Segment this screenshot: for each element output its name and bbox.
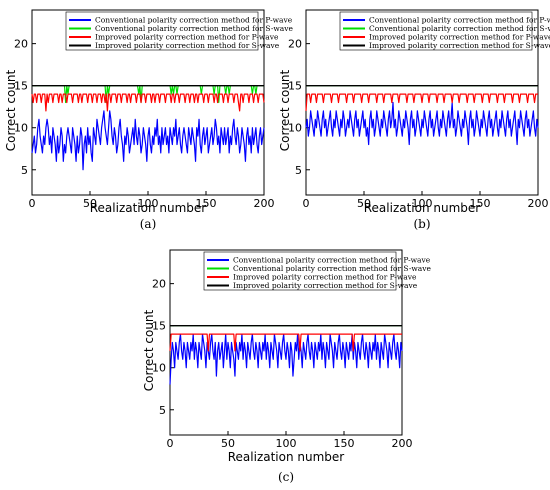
y-tick-label: 20 bbox=[14, 38, 28, 51]
legend-entry: Conventional polarity correction method … bbox=[95, 24, 294, 33]
panel-label: (c) bbox=[278, 470, 294, 484]
legend: Conventional polarity correction method … bbox=[65, 11, 294, 51]
legend-entry: Improved polarity correction method for … bbox=[95, 33, 279, 42]
legend-box bbox=[203, 251, 397, 291]
legend-entry: Conventional polarity correction method … bbox=[95, 16, 293, 25]
x-tick-label: 0 bbox=[167, 437, 174, 450]
series-line-1 bbox=[305, 101, 539, 146]
y-axis-label: Correct count bbox=[278, 69, 292, 151]
x-tick-label: 150 bbox=[334, 437, 355, 450]
x-tick-label: 0 bbox=[29, 197, 36, 210]
y-tick-label: 10 bbox=[14, 122, 28, 135]
y-tick-label: 20 bbox=[152, 278, 166, 291]
legend-entry: Improved polarity correction method for … bbox=[369, 41, 550, 50]
x-tick-label: 0 bbox=[303, 197, 310, 210]
legend-entry: Conventional polarity correction method … bbox=[369, 16, 550, 25]
legend-entry: Conventional polarity correction method … bbox=[233, 256, 431, 265]
series-line-3 bbox=[169, 333, 402, 352]
y-tick-label: 5 bbox=[21, 164, 28, 177]
x-tick-label: 200 bbox=[254, 197, 275, 210]
x-axis-label: Realization number bbox=[364, 201, 481, 215]
y-tick-label: 15 bbox=[288, 80, 302, 93]
legend: Conventional polarity correction method … bbox=[203, 251, 432, 291]
x-tick-label: 100 bbox=[412, 197, 433, 210]
y-tick-label: 15 bbox=[14, 80, 28, 93]
legend-box bbox=[339, 11, 533, 51]
chart-panel-1: 0 50 100 150 200 5 10 15 20 Realization number Cor… bbox=[4, 9, 294, 231]
y-tick-label: 10 bbox=[288, 122, 302, 135]
x-tick-label: 150 bbox=[196, 197, 217, 210]
x-tick-label: 100 bbox=[138, 197, 159, 210]
x-axis-label: Realization number bbox=[90, 201, 207, 215]
series-line-3 bbox=[31, 93, 265, 112]
x-tick-label: 50 bbox=[221, 437, 235, 450]
x-tick-label: 200 bbox=[392, 437, 413, 450]
legend-entry: Improved polarity correction method for … bbox=[95, 41, 280, 50]
legend-box bbox=[65, 11, 259, 51]
panel-label: (a) bbox=[140, 217, 157, 231]
x-tick-label: 100 bbox=[276, 437, 297, 450]
legend-entry: Improved polarity correction method for … bbox=[233, 273, 417, 282]
legend-entry: Improved polarity correction method for … bbox=[233, 281, 418, 290]
x-tick-label: 200 bbox=[528, 197, 549, 210]
x-tick-label: 50 bbox=[357, 197, 371, 210]
y-axis-label: Correct count bbox=[4, 69, 18, 151]
legend: Conventional polarity correction method … bbox=[339, 11, 550, 51]
y-tick-label: 5 bbox=[159, 404, 166, 417]
x-tick-label: 150 bbox=[470, 197, 491, 210]
y-tick-label: 10 bbox=[152, 362, 166, 375]
y-tick-label: 15 bbox=[152, 320, 166, 333]
series-line-1 bbox=[31, 110, 265, 171]
y-tick-label: 5 bbox=[295, 164, 302, 177]
x-axis-label: Realization number bbox=[228, 450, 345, 464]
chart-panel-3: 0 50 100 150 200 5 10 15 20 Realization number Cor… bbox=[142, 249, 432, 484]
series-line-1 bbox=[169, 333, 403, 385]
y-axis-label: Correct count bbox=[142, 309, 156, 391]
legend-entry: Conventional polarity correction method … bbox=[233, 264, 432, 273]
legend-entry: Improved polarity correction method for … bbox=[369, 33, 550, 42]
y-tick-label: 20 bbox=[288, 38, 302, 51]
x-tick-label: 50 bbox=[83, 197, 97, 210]
legend-entry: Conventional polarity correction method … bbox=[369, 24, 550, 33]
panel-label: (b) bbox=[413, 217, 430, 231]
series-line-3 bbox=[305, 93, 538, 111]
chart-panel-2: 0 50 100 150 200 5 10 15 20 Realization number Cor… bbox=[278, 9, 550, 231]
